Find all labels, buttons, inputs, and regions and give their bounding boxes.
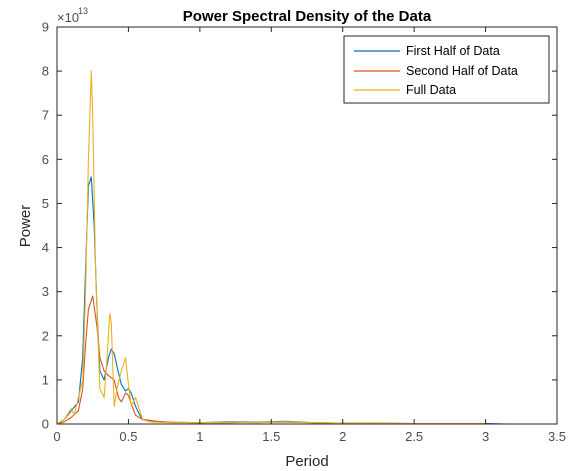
- y-tick-label: 5: [42, 196, 49, 211]
- y-tick-label: 2: [42, 328, 49, 343]
- x-tick-label: 1.5: [262, 429, 280, 444]
- x-tick-label: 3.5: [548, 429, 566, 444]
- y-exponent-power: 13: [78, 6, 88, 16]
- y-tick-label: 8: [42, 64, 49, 79]
- legend-label-first-half: First Half of Data: [406, 44, 500, 58]
- legend-box: [343, 35, 550, 104]
- legend-label-full-data: Full Data: [406, 83, 456, 97]
- series-line-full-data: [56, 70, 486, 425]
- y-ticks: 0 1 2 3 4 5 6 7 8 9: [42, 20, 557, 432]
- x-tick-label: 2.5: [405, 429, 423, 444]
- x-ticks: 0 0.5 1 1.5 2 2.5 3 3.5: [53, 27, 566, 444]
- x-tick-label: 2: [339, 429, 346, 444]
- y-tick-label: 0: [42, 417, 49, 432]
- legend-label-second-half: Second Half of Data: [406, 64, 518, 78]
- x-tick-label: 0: [53, 429, 60, 444]
- y-tick-label: 4: [42, 240, 49, 255]
- y-exponent-base: ×10: [57, 10, 79, 25]
- chart-title: Power Spectral Density of the Data: [183, 8, 432, 25]
- y-tick-label: 9: [42, 20, 49, 35]
- y-tick-label: 1: [42, 372, 49, 387]
- y-tick-label: 6: [42, 152, 49, 167]
- x-tick-label: 3: [482, 429, 489, 444]
- x-tick-label: 1: [196, 429, 203, 444]
- x-tick-label: 0.5: [119, 429, 137, 444]
- x-axis-label: Period: [285, 453, 328, 470]
- series-layer: [56, 70, 508, 425]
- plot-frame: [56, 26, 558, 425]
- y-axis-label: Power: [17, 205, 34, 248]
- y-tick-label: 7: [42, 108, 49, 123]
- y-tick-label: 3: [42, 284, 49, 299]
- legend: First Half of Data Second Half of Data F…: [343, 35, 550, 104]
